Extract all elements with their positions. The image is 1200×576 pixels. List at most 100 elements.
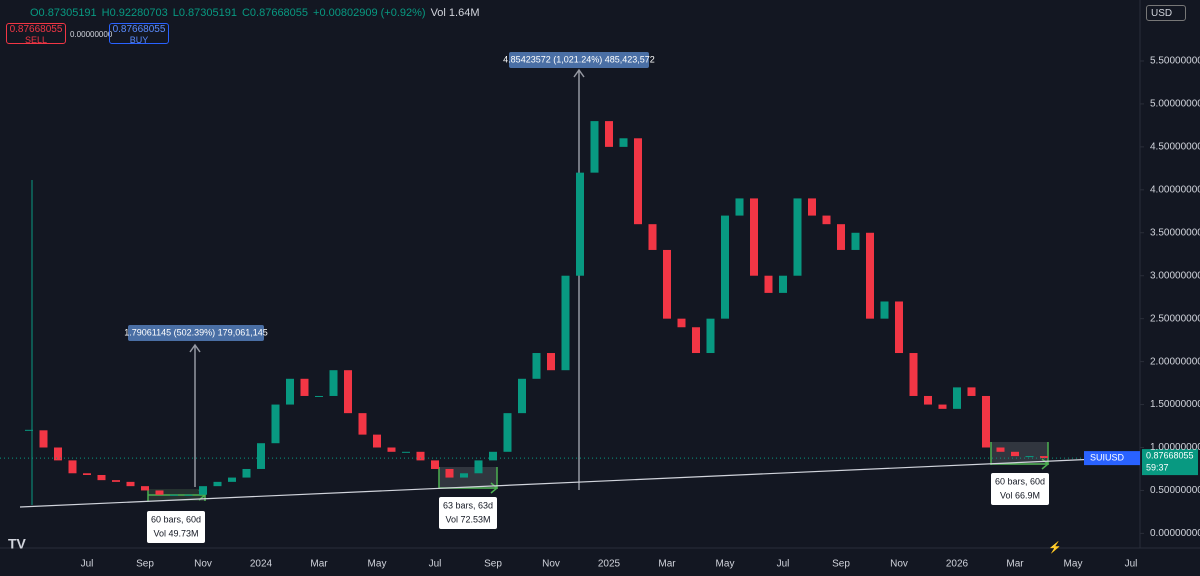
trend-line	[19, 457, 1121, 508]
candle	[257, 443, 265, 469]
y-tick-label: 5.00000000	[1150, 99, 1200, 110]
candle	[967, 387, 976, 396]
candle	[561, 275, 570, 371]
candle	[402, 451, 410, 453]
ohlc-legend: O0.87305191 H0.92280703 L0.87305191 C0.8766…	[30, 7, 485, 19]
candle	[387, 447, 396, 452]
candle	[39, 430, 48, 448]
x-tick-label: Sep	[832, 559, 850, 570]
flash-icon[interactable]: ⚡	[1048, 541, 1062, 554]
candle	[25, 429, 33, 431]
sell-label: SELL	[24, 35, 48, 45]
x-tick-label: 2024	[250, 559, 273, 570]
y-tick-label: 5.50000000	[1150, 56, 1200, 67]
candle	[112, 480, 120, 482]
x-tick-label: Jul	[1125, 559, 1138, 570]
candle	[721, 215, 729, 319]
candle	[141, 486, 149, 491]
y-tick-label: 4.50000000	[1150, 142, 1200, 153]
x-tick-label: May	[716, 559, 735, 570]
ohlc-item: O0.87305191	[30, 7, 97, 19]
x-tick-label: Nov	[890, 559, 908, 570]
candle	[808, 198, 816, 216]
x-tick-label: Jul	[777, 559, 790, 570]
candle	[822, 215, 831, 225]
annotation-box	[991, 473, 1049, 505]
x-tick-label: 2026	[946, 559, 969, 570]
symbol-label: SUIUSD	[1090, 452, 1125, 462]
candle	[706, 318, 715, 354]
x-tick-label: Mar	[658, 559, 676, 570]
candle	[1011, 451, 1019, 457]
candle	[445, 468, 454, 478]
candle	[677, 318, 686, 328]
ohlc-item: L0.87305191	[172, 7, 237, 19]
candle	[851, 232, 860, 250]
price-tag	[1142, 449, 1198, 476]
annotation-box	[147, 511, 205, 543]
candle	[358, 413, 367, 435]
annotation-box	[128, 325, 264, 341]
candle	[489, 451, 497, 461]
candle	[663, 249, 671, 319]
currency-select[interactable]: USD	[1146, 5, 1186, 21]
price-tag-label: 0.87668055	[1146, 450, 1194, 460]
candle	[590, 121, 599, 173]
y-tick-label: 2.50000000	[1150, 313, 1200, 324]
annotation: Vol 49.73M	[153, 528, 198, 538]
candle	[576, 172, 584, 276]
candle	[750, 198, 758, 276]
y-tick-label: 0.50000000	[1150, 485, 1200, 496]
x-tick-label: Sep	[136, 559, 154, 570]
candle	[315, 395, 323, 397]
x-tick-label: May	[368, 559, 387, 570]
candle	[837, 224, 845, 250]
buy-button[interactable]: 0.87668055 BUY	[109, 23, 169, 45]
candle	[532, 353, 541, 379]
candle	[300, 378, 309, 396]
candle	[895, 301, 903, 354]
x-tick-label: 2025	[598, 559, 621, 570]
candle	[619, 138, 628, 147]
candle	[648, 224, 657, 250]
candle	[242, 468, 251, 478]
sell-button[interactable]: 0.87668055 SELL	[6, 23, 66, 45]
candle	[344, 370, 352, 414]
candle	[416, 451, 425, 461]
candle	[97, 474, 106, 481]
candle	[938, 404, 947, 409]
y-tick-label: 3.00000000	[1150, 270, 1200, 281]
candle	[460, 473, 468, 478]
candle	[692, 327, 700, 354]
candle	[373, 434, 381, 448]
x-tick-label: Jul	[429, 559, 442, 570]
y-tick-label: 4.00000000	[1150, 184, 1200, 195]
candle	[431, 460, 439, 469]
x-tick-label: Mar	[1006, 559, 1024, 570]
candle	[228, 477, 236, 482]
candle	[271, 404, 280, 444]
candle	[880, 301, 889, 319]
candle	[547, 353, 555, 371]
candle	[996, 447, 1005, 452]
x-tick-label: Sep	[484, 559, 502, 570]
buy-price: 0.87668055	[112, 24, 166, 35]
candle	[779, 275, 787, 293]
candle	[518, 378, 526, 414]
candle	[953, 387, 961, 409]
candle	[503, 413, 512, 452]
candle	[764, 275, 773, 293]
candle	[634, 138, 642, 225]
candle	[909, 353, 918, 396]
ohlc-item: Vol 1.64M	[430, 7, 480, 19]
candle	[474, 460, 483, 474]
candle	[170, 494, 178, 496]
tv-logo: TV	[8, 536, 27, 552]
ohlc-item: +0.00802909 (+0.92%)	[313, 7, 426, 19]
candle	[286, 378, 294, 405]
candle	[54, 447, 62, 461]
candle	[982, 395, 990, 448]
candle	[83, 473, 91, 475]
